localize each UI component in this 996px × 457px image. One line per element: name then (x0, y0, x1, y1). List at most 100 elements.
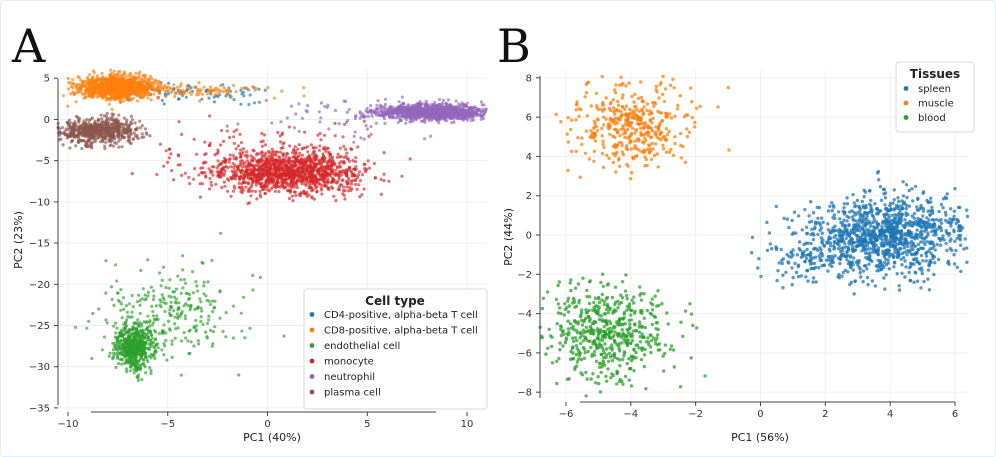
panel-a-point (216, 159, 220, 163)
panel-a-point (160, 278, 164, 282)
panel-a-point (127, 302, 131, 306)
panel-a-point (251, 288, 255, 292)
panel-a-point (131, 92, 135, 96)
panel-a-point (382, 151, 386, 155)
panel-a-point (65, 121, 69, 125)
panel-a-point (224, 311, 228, 315)
panel-a-point (217, 88, 221, 92)
panel-a-point (416, 105, 420, 110)
panel-a-point (156, 342, 160, 346)
panel-a-point (305, 169, 310, 173)
panel-a-point (266, 86, 270, 90)
panel-a-point (181, 268, 185, 272)
panel-a-point (150, 77, 154, 81)
panel-a-point (134, 71, 138, 75)
panel-a-point (152, 289, 156, 293)
panel-a-point (226, 189, 230, 193)
panel-a-point (379, 108, 383, 112)
panel-a-point (132, 350, 136, 355)
panel-a-point (318, 166, 322, 170)
panel-a-point (109, 74, 113, 78)
panel-a-point (162, 297, 166, 302)
panel-a-point (387, 179, 391, 183)
panel-a-point (356, 173, 361, 177)
panel-a-point (169, 313, 173, 318)
panel-a-point (146, 290, 150, 294)
panel-a-point (186, 339, 190, 343)
panel-a-point (314, 146, 318, 150)
panel-a-point (138, 367, 142, 371)
panel-a-point (303, 175, 307, 179)
panel-a-point (85, 118, 89, 122)
panel-a-point (306, 155, 310, 159)
panel-a-point (435, 118, 439, 122)
panel-a-point (137, 76, 141, 80)
panel-a-point (347, 108, 351, 112)
panel-a-point (364, 114, 368, 118)
panel-a-point (267, 154, 271, 159)
panel-a-point (325, 146, 329, 150)
panel-a-point (157, 96, 161, 100)
panel-a-point (234, 157, 238, 161)
panel-a-point (303, 192, 307, 196)
panel-a-point (102, 335, 106, 339)
panel-a-point (173, 315, 177, 319)
panel-a-point (361, 115, 365, 119)
panel-a-point (310, 176, 314, 180)
panel-a-point (191, 270, 195, 274)
panel-a-point (353, 114, 358, 118)
panel-a-point (259, 195, 263, 199)
panel-a-point (471, 118, 475, 122)
panel-a-point (303, 146, 307, 150)
panel-a-point (118, 334, 122, 338)
panel-a-point (90, 356, 94, 361)
panel-a-point (306, 166, 310, 171)
panel-a-point (165, 89, 169, 93)
panel-a-point (241, 147, 246, 151)
panel-a-point (223, 184, 227, 188)
panel-a-point (178, 84, 182, 88)
panel-a-point (345, 110, 349, 114)
panel-a-point (132, 371, 136, 375)
panel-a-point (199, 319, 203, 324)
panel-a-point (179, 278, 183, 282)
panel-a-point (257, 87, 261, 91)
panel-a-point (254, 189, 258, 194)
panel-a-point (358, 195, 362, 199)
panel-a-point (251, 85, 255, 89)
panel-a-point (331, 162, 336, 167)
panel-a-point (375, 107, 379, 111)
panel-a-point (149, 333, 154, 337)
panel-a-point (181, 88, 185, 93)
panel-a-point (122, 70, 127, 74)
panel-a-point (164, 149, 168, 153)
panel-a-point (174, 301, 178, 305)
panel-a-point (454, 99, 458, 103)
panel-a-point (476, 108, 480, 112)
panel-a-point (195, 152, 199, 156)
panel-a-point (207, 96, 211, 100)
panel-a-point (229, 95, 233, 99)
panel-a-point (176, 97, 181, 101)
panel-a-point (61, 94, 66, 98)
panel-a-point (129, 356, 133, 360)
panel-a-point (318, 131, 322, 136)
panel-a-point (240, 185, 245, 189)
panel-a-point (249, 154, 253, 158)
panel-a-point (322, 156, 326, 160)
panel-a-point (138, 303, 142, 307)
panel-a-point (307, 183, 312, 188)
panel-a-point (118, 87, 122, 92)
panel-a-point (285, 116, 289, 120)
panel-a-point (260, 181, 264, 185)
panel-a-point (137, 84, 141, 88)
panel-a-point (87, 319, 91, 323)
panel-a-point (165, 86, 169, 90)
panel-a-point (130, 172, 134, 176)
panel-a-point (162, 102, 166, 106)
panel-a-point (294, 112, 298, 116)
panel-a-point (406, 114, 410, 118)
panel-a-point (156, 88, 160, 92)
panel-a-point (118, 96, 122, 100)
panel-a-point (182, 304, 186, 308)
